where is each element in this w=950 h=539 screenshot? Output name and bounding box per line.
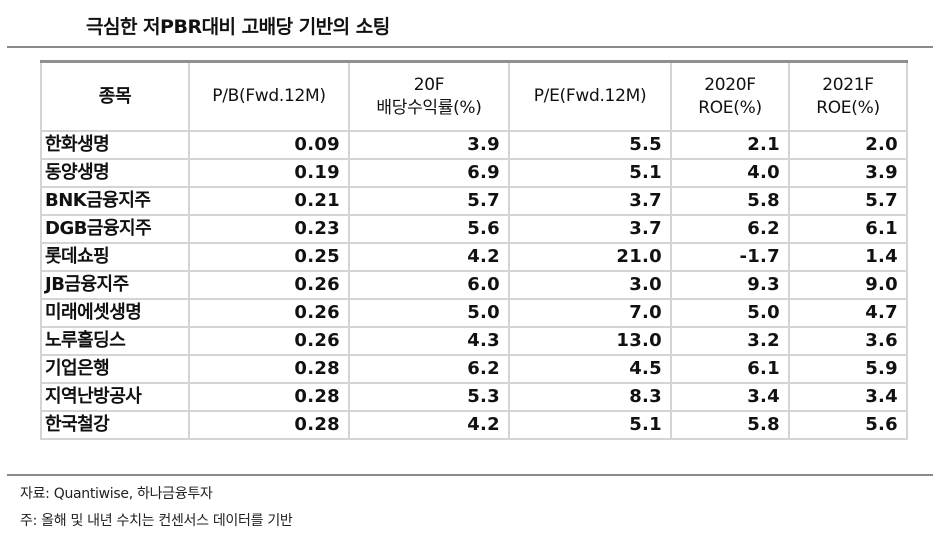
- cell-roe-2020: 5.8: [670, 410, 790, 440]
- cell-roe-2020: 3.2: [670, 326, 790, 356]
- cell-pe: 4.5: [508, 354, 672, 384]
- cell-pe: 5.1: [508, 158, 672, 188]
- cell-roe-2020: 3.4: [670, 382, 790, 412]
- cell-roe-2020: 6.2: [670, 214, 790, 244]
- header-dividend-yield: 20F 배당수익률(%): [348, 60, 510, 132]
- header-row: 종목 P/B(Fwd.12M) 20F 배당수익률(%) P/E(Fwd.12M…: [40, 60, 908, 132]
- table-title: 극심한 저PBR대비 고배당 기반의 소팅: [86, 16, 390, 38]
- cell-dividend-yield: 6.0: [348, 270, 510, 300]
- cell-stock-name: 미래에셋생명: [40, 298, 190, 328]
- header-roe2021-line2: ROE(%): [816, 97, 880, 118]
- header-pb: P/B(Fwd.12M): [188, 60, 350, 132]
- header-dividend-line1: 20F: [413, 74, 445, 95]
- cell-roe-2021: 9.0: [788, 270, 908, 300]
- cell-dividend-yield: 5.0: [348, 298, 510, 328]
- cell-roe-2021: 1.4: [788, 242, 908, 272]
- table-row: 미래에셋생명 0.26 5.0 7.0 5.0 4.7: [40, 298, 908, 328]
- cell-roe-2021: 5.9: [788, 354, 908, 384]
- cell-pb: 0.26: [188, 270, 350, 300]
- stock-screening-table: 종목 P/B(Fwd.12M) 20F 배당수익률(%) P/E(Fwd.12M…: [40, 60, 908, 440]
- cell-stock-name: 한화생명: [40, 130, 190, 160]
- cell-dividend-yield: 4.3: [348, 326, 510, 356]
- cell-pb: 0.26: [188, 298, 350, 328]
- header-stock: 종목: [40, 60, 190, 132]
- table-row: 한화생명 0.09 3.9 5.5 2.1 2.0: [40, 130, 908, 160]
- table-row: 롯데쇼핑 0.25 4.2 21.0 -1.7 1.4: [40, 242, 908, 272]
- header-roe-2021: 2021F ROE(%): [788, 60, 908, 132]
- cell-pb: 0.28: [188, 382, 350, 412]
- cell-pe: 5.5: [508, 130, 672, 160]
- cell-roe-2021: 3.6: [788, 326, 908, 356]
- cell-pb: 0.28: [188, 354, 350, 384]
- cell-pb: 0.21: [188, 186, 350, 216]
- cell-stock-name: 롯데쇼핑: [40, 242, 190, 272]
- table-row: JB금융지주 0.26 6.0 3.0 9.3 9.0: [40, 270, 908, 300]
- table-row: 동양생명 0.19 6.9 5.1 4.0 3.9: [40, 158, 908, 188]
- table-row: 지역난방공사 0.28 5.3 8.3 3.4 3.4: [40, 382, 908, 412]
- cell-dividend-yield: 6.2: [348, 354, 510, 384]
- cell-dividend-yield: 3.9: [348, 130, 510, 160]
- cell-pe: 21.0: [508, 242, 672, 272]
- cell-stock-name: JB금융지주: [40, 270, 190, 300]
- cell-roe-2021: 3.4: [788, 382, 908, 412]
- cell-roe-2021: 2.0: [788, 130, 908, 160]
- top-divider: [7, 46, 933, 48]
- footnote: 주: 올해 및 내년 수치는 컨센서스 데이터를 기반: [20, 513, 293, 529]
- header-pe-label: P/E(Fwd.12M): [533, 86, 647, 106]
- table-row: DGB금융지주 0.23 5.6 3.7 6.2 6.1: [40, 214, 908, 244]
- cell-stock-name: 동양생명: [40, 158, 190, 188]
- header-dividend-line2: 배당수익률(%): [376, 97, 482, 118]
- cell-pe: 8.3: [508, 382, 672, 412]
- cell-stock-name: BNK금융지주: [40, 186, 190, 216]
- cell-roe-2021: 6.1: [788, 214, 908, 244]
- cell-pb: 0.19: [188, 158, 350, 188]
- cell-roe-2021: 3.9: [788, 158, 908, 188]
- cell-pb: 0.23: [188, 214, 350, 244]
- header-pe: P/E(Fwd.12M): [508, 60, 672, 132]
- table-row: 한국철강 0.28 4.2 5.1 5.8 5.6: [40, 410, 908, 440]
- header-stock-label: 종목: [98, 86, 132, 107]
- header-pb-label: P/B(Fwd.12M): [212, 86, 326, 106]
- cell-stock-name: 지역난방공사: [40, 382, 190, 412]
- source-note: 자료: Quantiwise, 하나금융투자: [20, 486, 213, 502]
- cell-roe-2020: 5.8: [670, 186, 790, 216]
- cell-dividend-yield: 5.3: [348, 382, 510, 412]
- cell-pe: 3.7: [508, 186, 672, 216]
- cell-roe-2021: 4.7: [788, 298, 908, 328]
- cell-roe-2020: 2.1: [670, 130, 790, 160]
- cell-stock-name: 한국철강: [40, 410, 190, 440]
- cell-roe-2021: 5.6: [788, 410, 908, 440]
- cell-roe-2021: 5.7: [788, 186, 908, 216]
- table-row: 노루홀딩스 0.26 4.3 13.0 3.2 3.6: [40, 326, 908, 356]
- cell-roe-2020: 4.0: [670, 158, 790, 188]
- bottom-divider: [7, 474, 933, 476]
- cell-roe-2020: -1.7: [670, 242, 790, 272]
- table-row: BNK금융지주 0.21 5.7 3.7 5.8 5.7: [40, 186, 908, 216]
- cell-pe: 3.0: [508, 270, 672, 300]
- cell-pb: 0.09: [188, 130, 350, 160]
- header-roe2021-line1: 2021F: [822, 74, 874, 95]
- cell-stock-name: 기업은행: [40, 354, 190, 384]
- cell-stock-name: DGB금융지주: [40, 214, 190, 244]
- cell-pb: 0.25: [188, 242, 350, 272]
- cell-pe: 5.1: [508, 410, 672, 440]
- cell-pe: 3.7: [508, 214, 672, 244]
- cell-dividend-yield: 5.7: [348, 186, 510, 216]
- cell-pe: 13.0: [508, 326, 672, 356]
- cell-pe: 7.0: [508, 298, 672, 328]
- cell-dividend-yield: 4.2: [348, 242, 510, 272]
- cell-roe-2020: 9.3: [670, 270, 790, 300]
- cell-dividend-yield: 6.9: [348, 158, 510, 188]
- cell-roe-2020: 6.1: [670, 354, 790, 384]
- cell-dividend-yield: 4.2: [348, 410, 510, 440]
- cell-dividend-yield: 5.6: [348, 214, 510, 244]
- header-roe2020-line1: 2020F: [704, 74, 756, 95]
- cell-roe-2020: 5.0: [670, 298, 790, 328]
- header-roe-2020: 2020F ROE(%): [670, 60, 790, 132]
- cell-pb: 0.26: [188, 326, 350, 356]
- table-row: 기업은행 0.28 6.2 4.5 6.1 5.9: [40, 354, 908, 384]
- cell-stock-name: 노루홀딩스: [40, 326, 190, 356]
- cell-pb: 0.28: [188, 410, 350, 440]
- header-roe2020-line2: ROE(%): [698, 97, 762, 118]
